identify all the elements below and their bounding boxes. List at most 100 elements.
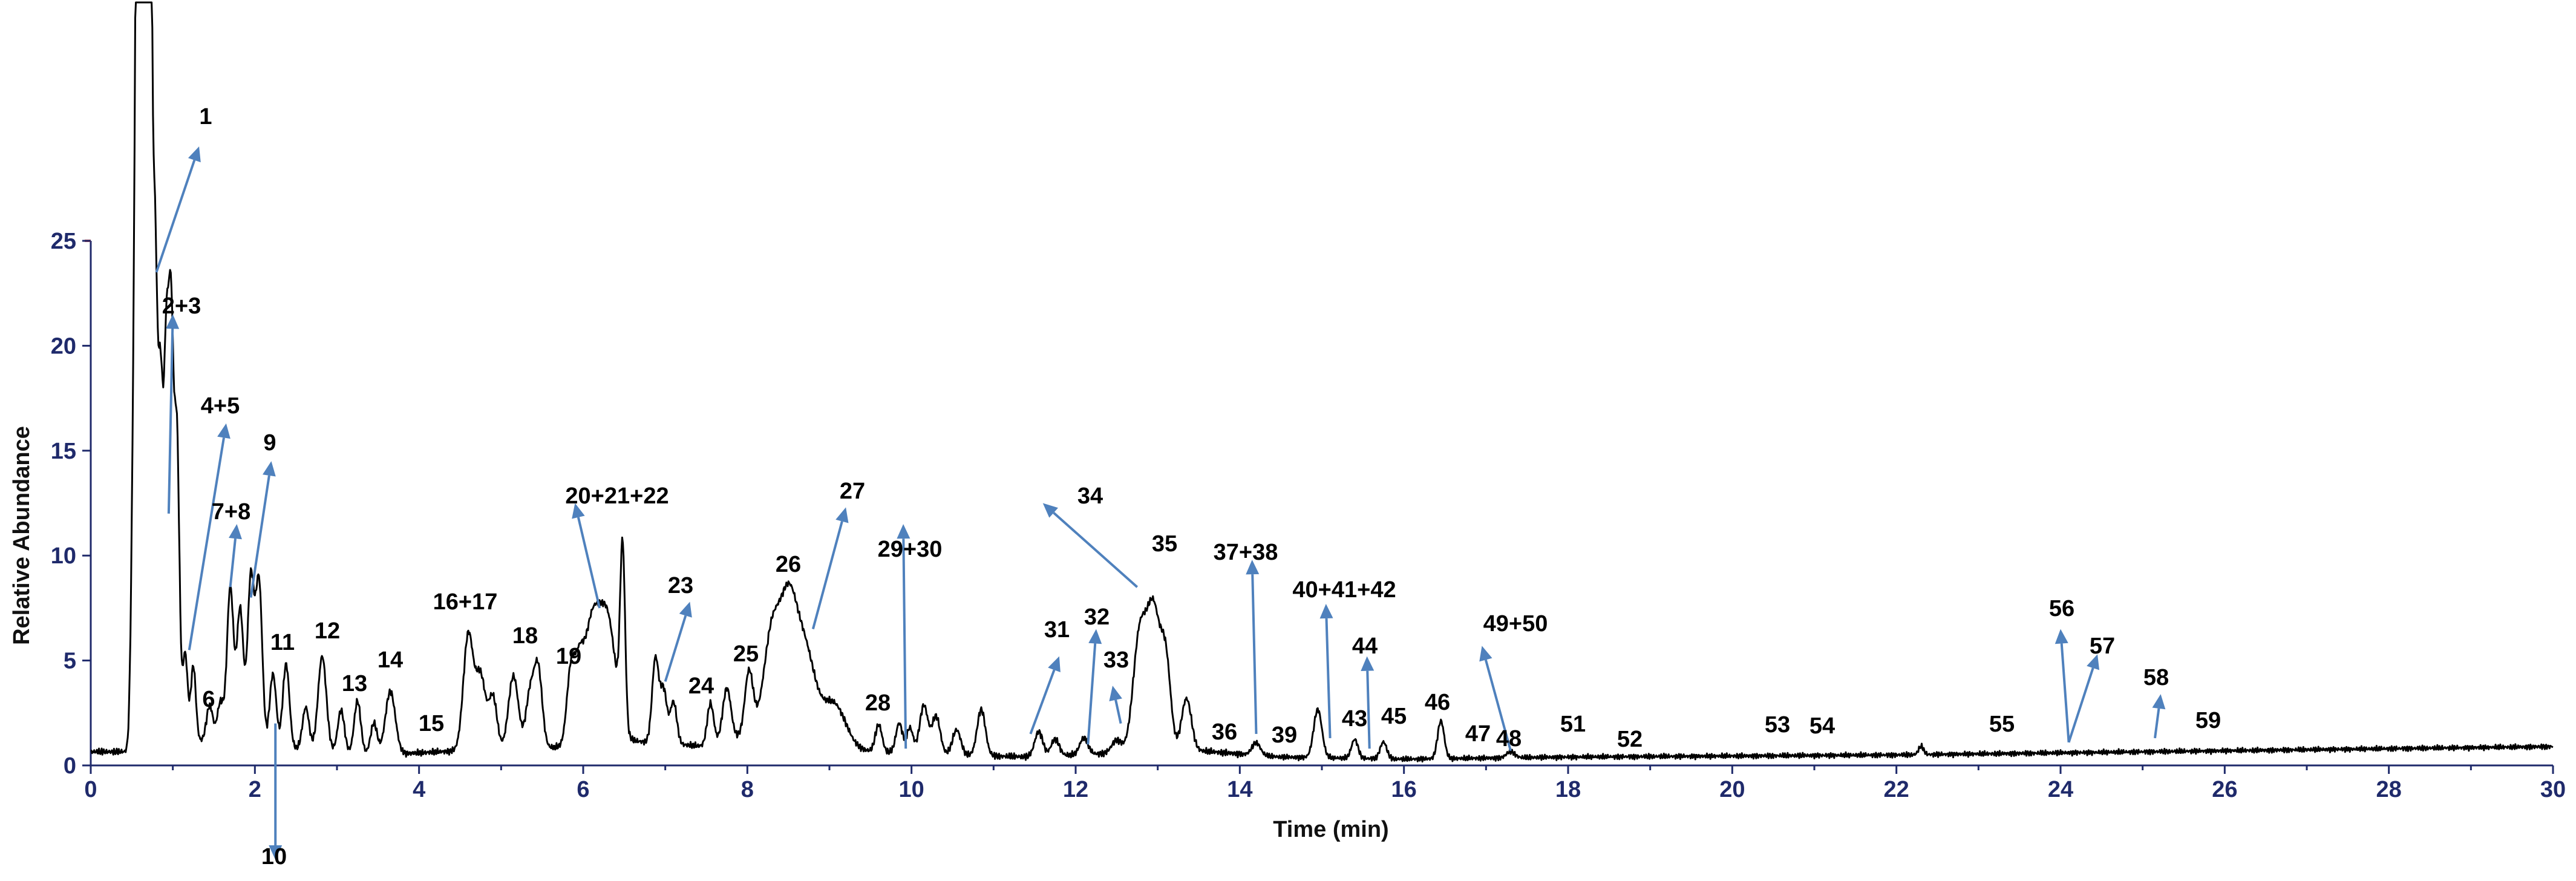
peak-label: 31 bbox=[1044, 617, 1070, 643]
arrow-head bbox=[1048, 656, 1061, 672]
arrow-head bbox=[835, 507, 849, 523]
arrow-head bbox=[188, 146, 201, 163]
arrow-shaft bbox=[229, 538, 237, 588]
arrow-head bbox=[2055, 629, 2068, 644]
annotation-arrow bbox=[1479, 646, 1512, 752]
arrow-shaft bbox=[1114, 699, 1122, 724]
arrow-layer bbox=[155, 146, 2166, 860]
annotation-arrow bbox=[897, 524, 910, 749]
peak-label: 52 bbox=[1617, 727, 1643, 752]
arrow-shaft bbox=[167, 329, 174, 514]
x-tick-label: 16 bbox=[1391, 777, 1417, 802]
chromatogram-trace bbox=[90, 1, 2554, 763]
arrow-shaft bbox=[2060, 643, 2070, 742]
arrow-shaft bbox=[2154, 708, 2160, 739]
annotation-arrow bbox=[572, 503, 601, 609]
annotation-arrow bbox=[664, 601, 692, 682]
arrow-head bbox=[2152, 694, 2166, 710]
y-tick-label: 10 bbox=[51, 543, 76, 569]
peak-label: 35 bbox=[1152, 531, 1177, 557]
x-tick-label: 0 bbox=[84, 777, 97, 802]
y-axis-title: Relative Abundance bbox=[9, 426, 34, 645]
arrow-shaft bbox=[1053, 511, 1139, 588]
arrow-head bbox=[679, 601, 692, 618]
peak-label: 16+17 bbox=[433, 589, 498, 615]
x-tick-label: 10 bbox=[899, 777, 924, 802]
annotation-arrow bbox=[229, 524, 242, 588]
arrow-head bbox=[166, 314, 180, 329]
annotation-arrow bbox=[1042, 503, 1139, 588]
peak-label: 23 bbox=[668, 573, 693, 598]
arrow-shaft bbox=[664, 615, 687, 682]
arrow-shaft bbox=[811, 521, 843, 630]
arrow-head bbox=[1479, 646, 1492, 662]
x-tick-label: 28 bbox=[2376, 777, 2402, 802]
peak-label: 37+38 bbox=[1214, 540, 1278, 565]
annotation-arrow bbox=[2152, 694, 2166, 739]
peak-label: 58 bbox=[2143, 665, 2169, 690]
peak-label: 12 bbox=[315, 618, 340, 644]
x-tick-label: 22 bbox=[1884, 777, 1909, 802]
peak-label: 53 bbox=[1765, 712, 1790, 738]
peak-label: 48 bbox=[1496, 726, 1522, 752]
x-tick-label: 14 bbox=[1227, 777, 1252, 802]
arrow-shaft bbox=[188, 437, 225, 650]
arrow-shaft bbox=[577, 517, 601, 609]
annotation-arrow bbox=[1361, 656, 1375, 749]
arrow-shaft bbox=[902, 539, 907, 749]
peak-label: 28 bbox=[865, 690, 891, 716]
x-tick-label: 24 bbox=[2048, 777, 2073, 802]
arrow-head bbox=[2087, 654, 2100, 670]
peak-label: 55 bbox=[1989, 712, 2015, 737]
annotation-arrow bbox=[1087, 629, 1102, 745]
annotation-arrow bbox=[269, 723, 283, 860]
x-tick-label: 2 bbox=[249, 777, 261, 802]
peak-label: 43 bbox=[1342, 706, 1367, 732]
peak-label: 24 bbox=[688, 673, 714, 699]
arrow-head bbox=[1319, 603, 1333, 619]
peak-label: 56 bbox=[2049, 596, 2074, 621]
annotation-arrow bbox=[2055, 629, 2070, 742]
arrow-shaft bbox=[1366, 670, 1371, 749]
x-tick-label: 20 bbox=[1719, 777, 1745, 802]
arrow-shaft bbox=[1325, 618, 1332, 738]
peak-label: 10 bbox=[261, 844, 287, 870]
arrow-head bbox=[572, 503, 585, 519]
peak-label: 39 bbox=[1272, 722, 1297, 748]
arrow-head bbox=[1246, 560, 1260, 575]
peak-label: 44 bbox=[1352, 634, 1378, 659]
peak-label: 45 bbox=[1381, 704, 1407, 729]
peak-label: 57 bbox=[2090, 634, 2115, 659]
peak-label: 7+8 bbox=[212, 499, 250, 525]
trace-layer bbox=[90, 1, 2554, 763]
x-tick-label: 6 bbox=[577, 777, 589, 802]
arrow-head bbox=[897, 524, 910, 539]
label-layer: 1 2+3 4+5 6 7+8 9 10 11 12 13 14 15 16+17 18 19 20+21+2… bbox=[162, 104, 2221, 870]
annotation-arrow bbox=[2067, 654, 2100, 743]
annotation-arrow bbox=[155, 146, 201, 273]
peak-label: 6 bbox=[202, 687, 215, 712]
arrow-head bbox=[217, 423, 230, 439]
y-tick-label: 0 bbox=[64, 753, 76, 779]
y-tick-label: 5 bbox=[64, 649, 76, 674]
peak-label: 27 bbox=[840, 479, 865, 504]
x-tick-label: 4 bbox=[413, 777, 425, 802]
annotation-arrow bbox=[166, 314, 180, 514]
peak-label: 9 bbox=[263, 430, 276, 456]
y-tick-label: 25 bbox=[51, 229, 76, 254]
peak-label: 51 bbox=[1560, 712, 1586, 737]
arrow-shaft bbox=[1087, 643, 1097, 745]
peak-label: 49+50 bbox=[1483, 611, 1548, 637]
peak-label: 36 bbox=[1212, 719, 1237, 745]
peak-label: 1 bbox=[199, 104, 212, 129]
annotation-arrow bbox=[1246, 560, 1260, 735]
arrow-head bbox=[229, 524, 242, 540]
peak-label: 34 bbox=[1077, 483, 1103, 509]
arrow-head bbox=[263, 461, 276, 477]
peak-label: 46 bbox=[1425, 690, 1450, 715]
peak-label: 15 bbox=[419, 711, 444, 736]
arrow-head bbox=[1088, 629, 1102, 644]
annotation-arrow bbox=[1109, 686, 1122, 724]
arrow-shaft bbox=[1251, 574, 1258, 735]
